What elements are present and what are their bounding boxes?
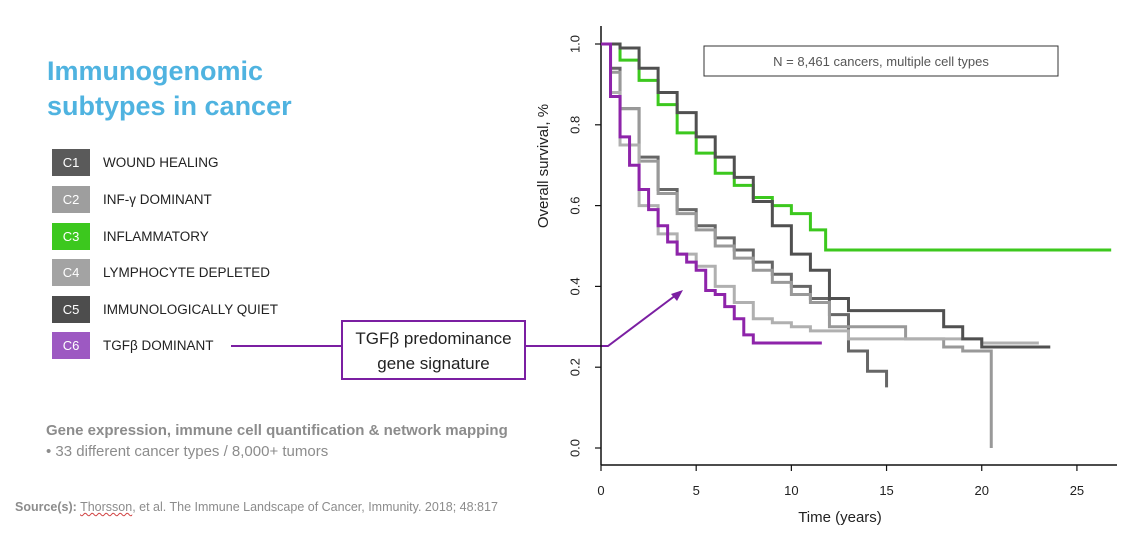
- legend-label: LYMPHOCYTE DEPLETED: [103, 265, 271, 280]
- legend-item-c2: C2 INF-γ DOMINANT: [52, 186, 352, 213]
- series-line-c4: [601, 42, 1039, 345]
- series-line-c5: [601, 42, 1051, 349]
- x-axis-label: Time (years): [798, 509, 882, 526]
- x-tick-label: 10: [784, 483, 798, 498]
- series-line-c3: [601, 42, 1112, 252]
- y-tick-label: 1.0: [567, 35, 582, 53]
- source-label: Source(s):: [15, 500, 77, 514]
- n-annotation: N = 8,461 cancers, multiple cell types: [703, 45, 1059, 77]
- legend-badge: C4: [52, 259, 90, 286]
- legend-badge: C1: [52, 149, 90, 176]
- legend-label: WOUND HEALING: [103, 155, 219, 170]
- legend-item-c3: C3 INFLAMMATORY: [52, 223, 352, 250]
- arrowhead-icon: [671, 290, 683, 301]
- source-author: Thorsson: [80, 500, 133, 514]
- connector-arrow-line: [526, 291, 681, 347]
- method-heading: Gene expression, immune cell quantificat…: [46, 422, 508, 439]
- y-tick-label: 0.2: [567, 358, 582, 376]
- slide-title: Immunogenomic subtypes in cancer: [47, 54, 347, 124]
- legend-label: INF-γ DOMINANT: [103, 192, 212, 207]
- series-line-c6: [601, 42, 822, 345]
- callout-connector: [231, 290, 683, 347]
- x-tick-label: 0: [597, 483, 604, 498]
- callout-line2: gene signature: [377, 354, 490, 373]
- legend-badge: C3: [52, 223, 90, 250]
- legend-item-c6: C6 TGFβ DOMINANT: [52, 332, 352, 359]
- legend-item-c4: C4 LYMPHOCYTE DEPLETED: [52, 259, 352, 286]
- y-tick-label: 0.6: [567, 197, 582, 215]
- legend-label: INFLAMMATORY: [103, 229, 209, 244]
- chart-axes: 0.0 0.2 0.4 0.6 0.8 1.0 0 5 10 15 20 25: [567, 26, 1117, 498]
- legend-badge: C5: [52, 296, 90, 323]
- n-annotation-box: [703, 45, 1059, 77]
- legend-badge: C2: [52, 186, 90, 213]
- y-axis-label: Overall survival, %: [535, 104, 552, 228]
- y-tick-label: 0.4: [567, 277, 582, 295]
- source-details: , et al. The Immune Landscape of Cancer,…: [132, 500, 498, 514]
- slide-title-line1: Immunogenomic: [47, 56, 264, 86]
- method-bullet: • 33 different cancer types / 8,000+ tum…: [46, 443, 329, 460]
- tgfb-callout: TGFβ predominance gene signature: [341, 320, 526, 380]
- x-tick-label: 5: [693, 483, 700, 498]
- callout-line1: TGFβ predominance: [355, 329, 512, 348]
- legend-label: IMMUNOLOGICALLY QUIET: [103, 302, 279, 317]
- legend-item-c5: C5 IMMUNOLOGICALLY QUIET: [52, 296, 352, 323]
- slide-title-line2: subtypes in cancer: [47, 91, 292, 121]
- source-citation: Source(s): Thorsson, et al. The Immune L…: [15, 500, 498, 514]
- y-tick-label: 0.0: [567, 439, 582, 457]
- x-tick-label: 20: [975, 483, 989, 498]
- n-annotation-text: N = 8,461 cancers, multiple cell types: [773, 54, 989, 69]
- legend-badge: C6: [52, 332, 90, 359]
- legend-item-c1: C1 WOUND HEALING: [52, 149, 352, 176]
- chart-series: [601, 42, 1112, 448]
- legend-label: TGFβ DOMINANT: [103, 338, 214, 353]
- x-tick-label: 25: [1070, 483, 1084, 498]
- y-tick-label: 0.8: [567, 116, 582, 134]
- x-tick-label: 15: [879, 483, 893, 498]
